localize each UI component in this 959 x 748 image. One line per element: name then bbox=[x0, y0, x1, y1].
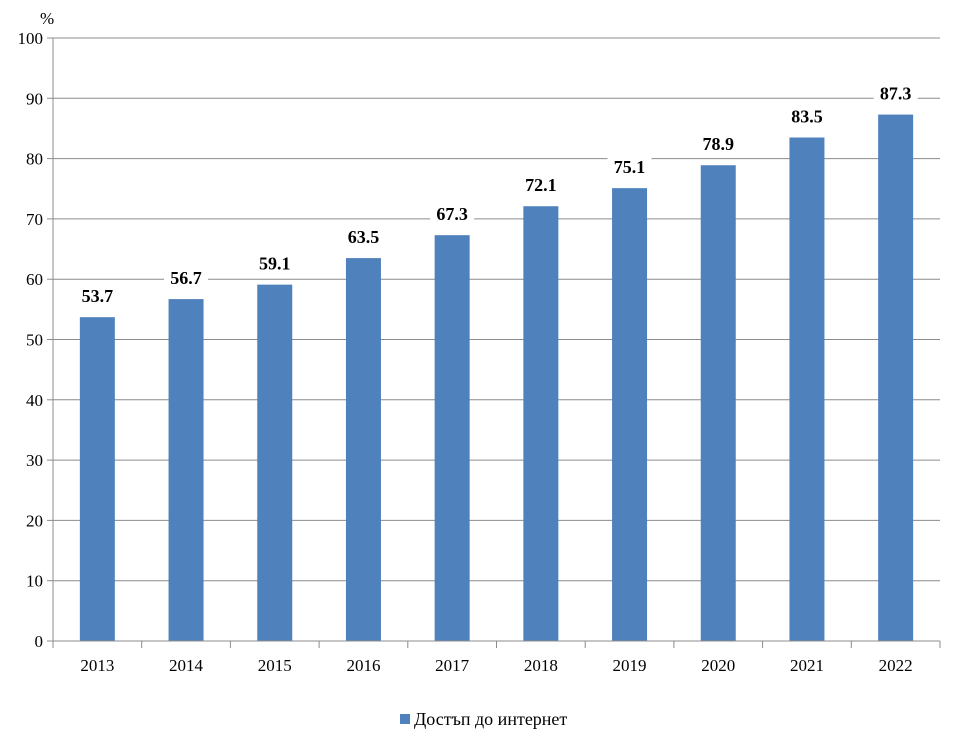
legend: Достъп до интернет bbox=[400, 709, 567, 729]
data-label-bg bbox=[873, 82, 918, 105]
data-label: 75.1 bbox=[614, 157, 646, 177]
data-label-bg bbox=[784, 105, 829, 128]
x-tick-label: 2020 bbox=[701, 656, 735, 675]
x-tick-label: 2016 bbox=[346, 656, 380, 675]
y-tick-label: 70 bbox=[26, 210, 43, 229]
x-tick-label: 2015 bbox=[258, 656, 292, 675]
x-axis: 2013 2014 2015 2016 2017 2018 2019 2020 2021 2022 bbox=[52, 640, 941, 675]
y-tick-label: 90 bbox=[26, 89, 43, 108]
data-label: 72.1 bbox=[525, 175, 557, 195]
y-tick-label: 50 bbox=[26, 331, 43, 350]
bar bbox=[168, 299, 204, 641]
data-label: 59.1 bbox=[259, 254, 291, 274]
y-tick-label: 40 bbox=[26, 391, 43, 410]
y-unit-label: % bbox=[40, 9, 54, 28]
data-label: 87.3 bbox=[880, 84, 912, 104]
data-label: 78.9 bbox=[703, 134, 735, 154]
x-tick-label: 2014 bbox=[169, 656, 204, 675]
bar bbox=[523, 206, 559, 641]
data-label-bg bbox=[430, 203, 475, 226]
data-label: 83.5 bbox=[791, 106, 823, 126]
x-tick-label: 2017 bbox=[435, 656, 470, 675]
y-tick-label: 80 bbox=[26, 150, 43, 169]
x-tick-label: 2022 bbox=[879, 656, 913, 675]
y-tick-label: 20 bbox=[26, 511, 43, 530]
x-tick-label: 2013 bbox=[80, 656, 114, 675]
y-tick-label: 30 bbox=[26, 451, 43, 470]
y-tick-label: 10 bbox=[26, 572, 43, 591]
data-label: 67.3 bbox=[436, 204, 468, 224]
data-label-bg bbox=[252, 252, 297, 275]
bar bbox=[612, 188, 648, 641]
y-tick-label: 100 bbox=[18, 29, 44, 48]
data-label-bg bbox=[696, 133, 741, 156]
legend-label: Достъп до интернет bbox=[414, 709, 567, 729]
x-tick-label: 2021 bbox=[790, 656, 824, 675]
data-label-bg bbox=[75, 285, 120, 308]
y-tick-label: 0 bbox=[35, 632, 44, 651]
data-label-bg bbox=[341, 226, 386, 249]
data-label: 56.7 bbox=[170, 268, 202, 288]
y-axis: 0 10 20 30 40 50 60 70 80 90 100 bbox=[18, 29, 54, 651]
bar bbox=[345, 258, 381, 641]
bar bbox=[878, 114, 914, 642]
data-label-bg bbox=[164, 267, 209, 290]
bar bbox=[79, 317, 115, 641]
x-tick-label: 2018 bbox=[524, 656, 558, 675]
legend-swatch bbox=[400, 714, 410, 724]
data-label: 63.5 bbox=[348, 227, 380, 247]
bar bbox=[700, 165, 736, 641]
data-label-bg bbox=[518, 174, 563, 197]
x-tick-label: 2019 bbox=[613, 656, 647, 675]
bar bbox=[434, 235, 470, 641]
bars: 53.7 56.7 59.1 63.5 67.3 72.1 75.1 78.9 83.5 87.3 bbox=[75, 82, 918, 642]
bar bbox=[789, 137, 825, 641]
data-label: 53.7 bbox=[82, 286, 114, 306]
bar bbox=[257, 284, 293, 641]
y-tick-label: 60 bbox=[26, 270, 43, 289]
data-label-bg bbox=[607, 156, 652, 179]
